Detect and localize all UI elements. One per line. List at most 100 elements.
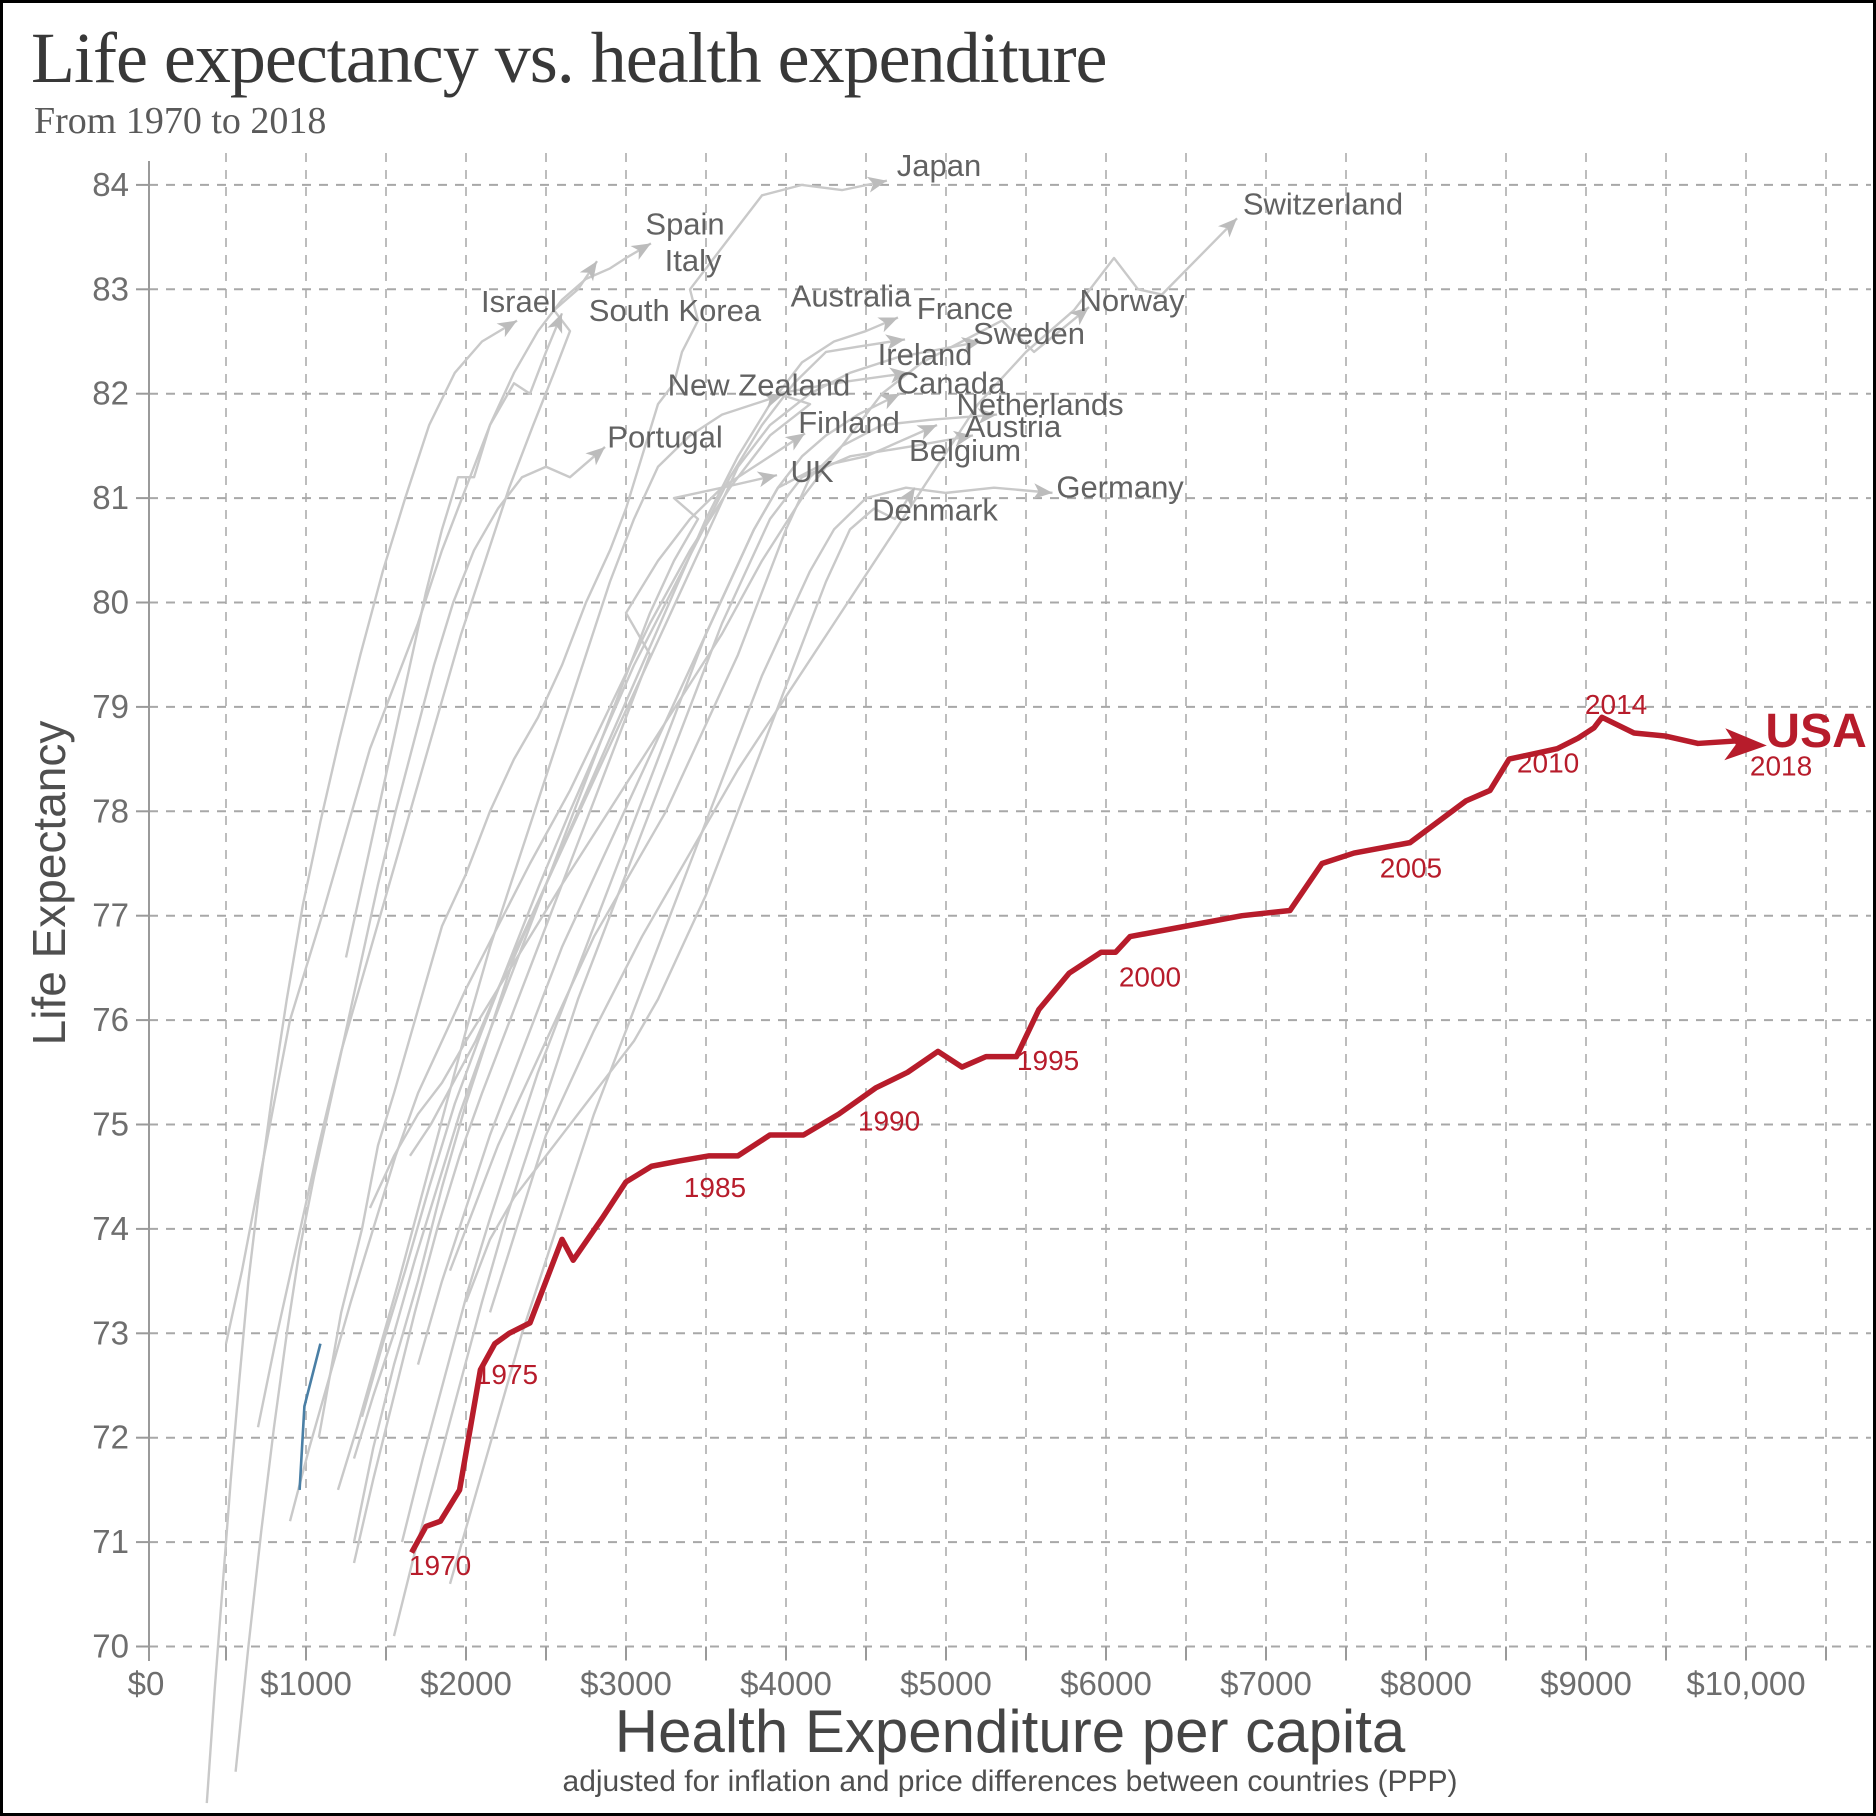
chart-title: Life expectancy vs. health expenditure: [31, 18, 1108, 98]
x-axis-title: Health Expenditure per capita: [614, 1698, 1406, 1765]
tick-label-y-84: 84: [92, 166, 129, 203]
series-label-canada: Canada: [897, 365, 1006, 400]
year-label-1985: 1985: [684, 1172, 746, 1203]
scatter-line-chart: 70 71 72 73 74 75 76 77 78 79 80 81 82 83 84 $0 $1000 $20…: [23, 148, 1871, 1804]
country-series: [205, 176, 1238, 1804]
series-line-belgium: [400, 423, 938, 1543]
series-label-germany: Germany: [1056, 470, 1184, 505]
arrowhead-germany: [1032, 483, 1053, 500]
arrowhead-sweden: [960, 337, 982, 353]
year-label-1970: 1970: [409, 1550, 471, 1581]
series-line-france: [360, 338, 906, 1418]
usa-arrowhead: [1724, 728, 1767, 761]
series-label-south-korea: South Korea: [589, 293, 762, 328]
year-label-2000: 2000: [1119, 961, 1181, 992]
arrowhead-netherlands: [977, 408, 998, 425]
arrowhead-belgium: [916, 425, 938, 441]
arrowhead-australia: [877, 317, 898, 333]
series-line-netherlands: [448, 413, 998, 1272]
tick-label-x-7000: $7000: [1220, 1665, 1312, 1702]
tick-label-x-6000: $6000: [1060, 1665, 1152, 1702]
series-label-norway: Norway: [1080, 283, 1186, 318]
series-label-switzerland: Switzerland: [1243, 187, 1403, 222]
tick-label-x-4000: $4000: [740, 1665, 832, 1702]
arrowhead-portugal: [585, 446, 606, 466]
arrowhead-denmark: [897, 487, 915, 508]
series-label-israel: Israel: [481, 284, 557, 319]
arrowhead-israel: [547, 313, 563, 334]
tick-label-y-73: 73: [92, 1314, 129, 1351]
highlight-blue-segment: [298, 1343, 322, 1490]
series-label-netherlands: Netherlands: [957, 387, 1124, 422]
year-label-2014: 2014: [1585, 689, 1647, 720]
series-label-denmark: Denmark: [872, 493, 998, 528]
tick-label-y-70: 70: [92, 1628, 129, 1665]
series-line-italy: [256, 260, 599, 1428]
series-label-uk: UK: [791, 454, 834, 489]
year-label-1990: 1990: [858, 1105, 920, 1136]
arrowhead-canada: [879, 393, 901, 410]
tick-label-x-2000: $2000: [420, 1665, 512, 1702]
arrowhead-italy: [579, 261, 598, 282]
arrowhead-finland: [784, 433, 806, 451]
series-line-australia: [352, 316, 899, 1543]
arrowhead-spain: [630, 243, 651, 260]
series-line-portugal: [234, 446, 606, 1772]
tick-label-y-80: 80: [92, 584, 129, 621]
series-label-portugal: Portugal: [607, 420, 722, 455]
arrowhead-japan: [866, 176, 887, 193]
tick-label-x-5000: $5000: [900, 1665, 992, 1702]
series-line-switzerland: [488, 217, 1238, 1313]
tick-label-x-3000: $3000: [580, 1665, 672, 1702]
y-axis-title: Life Expectancy: [23, 721, 75, 1046]
series-line-south-korea: [205, 319, 518, 1804]
series-label-japan: Japan: [897, 148, 981, 183]
usa-line: [409, 714, 1747, 1554]
series-label-belgium: Belgium: [909, 433, 1021, 468]
series-line-denmark: [464, 487, 916, 1303]
series-label-finland: Finland: [798, 405, 900, 440]
x-axis-note: adjusted for inflation and price differe…: [562, 1765, 1458, 1798]
tick-label-x-0: $0: [128, 1665, 165, 1702]
tick-label-y-81: 81: [92, 479, 129, 516]
tick-label-y-75: 75: [92, 1106, 129, 1143]
year-label-2018: 2018: [1750, 750, 1812, 781]
chart-subtitle: From 1970 to 2018: [34, 100, 327, 142]
arrowhead-new-zealand: [762, 392, 783, 409]
tick-label-y-72: 72: [92, 1419, 129, 1456]
tick-label-y-77: 77: [92, 897, 129, 934]
tick-label-y-71: 71: [92, 1523, 129, 1560]
series-line-sweden: [409, 340, 982, 1157]
arrowhead-france: [885, 334, 906, 351]
arrowhead-austria: [952, 430, 974, 447]
tick-label-y-83: 83: [92, 270, 129, 307]
series-label-sweden: Sweden: [973, 316, 1085, 351]
tick-label-x-8000: $8000: [1380, 1665, 1472, 1702]
series-label-new-zealand: New Zealand: [668, 367, 851, 402]
tick-label-x-9000: $9000: [1540, 1665, 1632, 1702]
axes: 70 71 72 73 74 75 76 77 78 79 80 81 82 83 84 $0 $1000 $20…: [92, 161, 1827, 1702]
series-label-france: France: [917, 291, 1013, 326]
series-label-italy: Italy: [665, 243, 722, 278]
year-label-1975: 1975: [476, 1359, 538, 1390]
series-label-austria: Austria: [965, 409, 1062, 444]
tick-label-x-10000: $10,000: [1686, 1665, 1805, 1702]
year-label-2010: 2010: [1517, 747, 1579, 778]
series-label-australia: Australia: [791, 279, 912, 314]
series-line-canada: [416, 392, 901, 1365]
series-line-israel: [344, 312, 564, 958]
series-line-finland: [352, 432, 806, 1564]
year-label-1995: 1995: [1017, 1045, 1079, 1076]
series-line-new-zealand: [336, 393, 784, 1491]
series-line-uk: [352, 473, 778, 1459]
series-label-ireland: Ireland: [878, 337, 973, 372]
series-line-germany: [448, 486, 1053, 1585]
usa-label: USA: [1765, 705, 1866, 758]
horizontal-gridlines: [149, 183, 1871, 1648]
arrowhead-south-korea: [496, 320, 518, 338]
tick-label-y-79: 79: [92, 688, 129, 725]
tick-label-x-1000: $1000: [260, 1665, 352, 1702]
